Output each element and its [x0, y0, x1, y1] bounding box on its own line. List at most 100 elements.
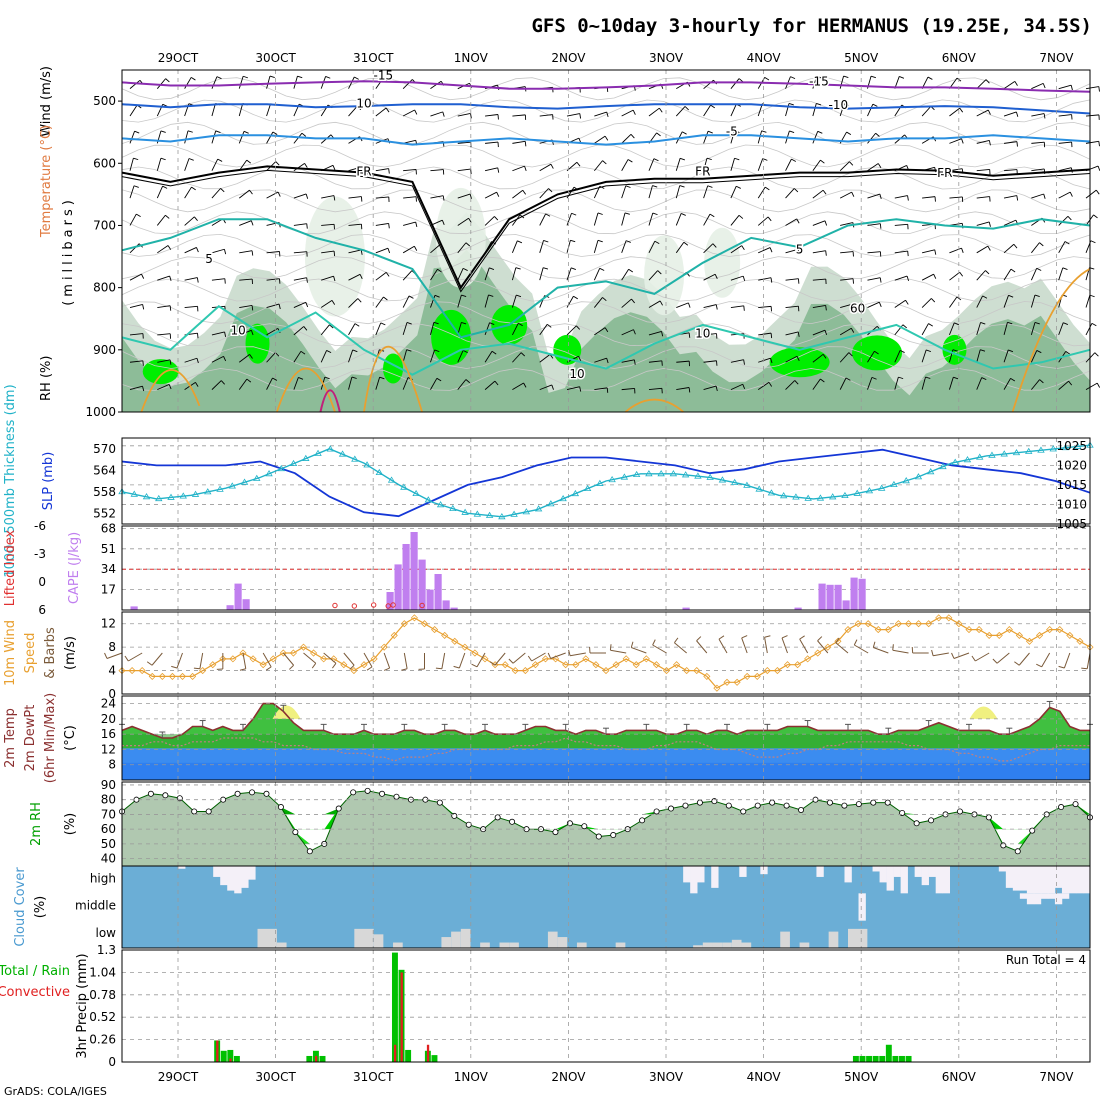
rh-contour-line [121, 323, 1091, 347]
upper-wind-barb [539, 114, 553, 117]
temp-tick-label: 8 [108, 758, 116, 772]
upper-wind-barb-flag [516, 294, 522, 298]
upper-wind-barb [703, 243, 714, 254]
upper-wind-barb-flag [251, 305, 254, 311]
wind-ylabel-1-group: 10m Wind [3, 620, 18, 686]
thickness-marker [338, 450, 347, 457]
upper-wind-barb-flag [599, 267, 605, 271]
wind-speed-marker [269, 655, 277, 663]
upper-wind-barb-flag [738, 78, 744, 83]
upper-wind-barb [676, 387, 690, 391]
upper-wind-barb [621, 298, 632, 308]
cloud-low-bar [693, 945, 703, 948]
wind-speed-marker [511, 667, 519, 675]
upper-wind-barb-flag [899, 349, 905, 353]
rh-shade-light [435, 187, 486, 288]
cloud-low-bar [741, 942, 752, 948]
rh2m-point [494, 814, 501, 821]
wind-speed-marker [874, 626, 882, 634]
rh2m-point [364, 787, 371, 794]
upper-wind-barb-flag [871, 376, 877, 380]
thickness-marker [167, 493, 175, 500]
upper-wind-barb-flag [624, 212, 630, 215]
upper-wind-barb [375, 196, 389, 199]
rh2m-point [335, 805, 342, 812]
wind-barb [383, 652, 391, 669]
wind-speed-marker [541, 655, 550, 663]
upper-wind-barb [785, 355, 798, 363]
upper-wind-barb [894, 299, 906, 308]
wind-speed-marker [531, 661, 539, 669]
upper-wind-barb-flag [879, 193, 882, 199]
upper-wind-barb-flag [1010, 268, 1016, 273]
upper-wind-barb-flag [360, 167, 363, 173]
cloud-high-bar [739, 866, 747, 877]
thickness-marker [620, 473, 629, 480]
upper-wind-barb [239, 220, 252, 226]
cloud-low-bar [393, 942, 403, 948]
rh2m-point [205, 808, 212, 815]
upper-wind-barb-flag [709, 213, 715, 218]
pressure-tick-label: 600 [93, 156, 116, 170]
upper-wind-barb-flag [494, 216, 499, 221]
thickness-marker [608, 475, 616, 483]
wind-barb [441, 652, 446, 669]
upper-wind-barb-flag [251, 250, 254, 256]
upper-wind-barb-flag [165, 78, 170, 83]
cloud-high-bar [886, 866, 894, 891]
upper-wind-barb [894, 250, 908, 254]
wind-speed-marker [733, 678, 741, 686]
upper-wind-barb-flag [848, 352, 853, 357]
wind-barb [892, 649, 909, 654]
upper-wind-barb [621, 212, 626, 226]
upper-wind-barb-flag [269, 75, 275, 78]
upper-wind-barb [184, 77, 192, 89]
upper-wind-barb-flag [898, 376, 904, 380]
wind-barb [764, 637, 768, 654]
upper-wind-barb [457, 141, 471, 144]
upper-wind-barb [1031, 242, 1040, 254]
upper-wind-barb [457, 113, 471, 117]
wind-speed-marker [1025, 637, 1034, 645]
upper-wind-barb [867, 301, 880, 308]
wind-speed-marker [652, 661, 660, 669]
upper-wind-barb [976, 169, 990, 172]
cape-frame [121, 525, 1091, 611]
upper-wind-barb [457, 350, 464, 363]
wind-barb-flag [146, 661, 153, 666]
cloud-panel: high middle low Cloud Cover (%) [13, 865, 1091, 949]
thickness-marker [424, 496, 433, 503]
upper-wind-barb [812, 189, 824, 199]
isotherm--10 [121, 103, 1091, 115]
upper-wind-barb [129, 104, 138, 117]
upper-wind-barb [457, 242, 467, 254]
upper-wind-barb-flag [579, 113, 582, 119]
thickness-marker [498, 513, 506, 520]
thickness-marker [694, 472, 702, 479]
cloud-middle-bar [1033, 893, 1042, 905]
wind-speed-marker [310, 649, 318, 657]
upper-wind-barb [485, 114, 499, 117]
upper-wind-barb-flag [817, 130, 823, 134]
thickness-marker [632, 470, 641, 478]
upper-wind-barb [375, 322, 382, 336]
wind-barb [1041, 652, 1051, 668]
upper-wind-barb [402, 295, 410, 308]
isotherm-label: 5 [796, 242, 804, 256]
wind-speed-marker [965, 626, 973, 634]
date-label-top: 7NOV [1039, 51, 1074, 65]
upper-wind-barb [839, 377, 847, 390]
wind-ylabel-3-group: & Barbs [43, 627, 58, 679]
rh2m-tick-label: 70 [101, 807, 116, 821]
upper-wind-barb [976, 109, 989, 117]
upper-wind-barb [594, 387, 608, 391]
upper-wind-barb [539, 324, 548, 336]
wind-barb-flag [741, 635, 748, 639]
upper-wind-barb-flag [925, 376, 931, 379]
upper-wind-barb [785, 188, 795, 199]
upper-wind-barb [593, 160, 603, 172]
precip-tick-label: 1.04 [89, 965, 116, 979]
thickness-tick-label: 570 [93, 442, 116, 456]
cloud-low-bar [441, 937, 452, 948]
